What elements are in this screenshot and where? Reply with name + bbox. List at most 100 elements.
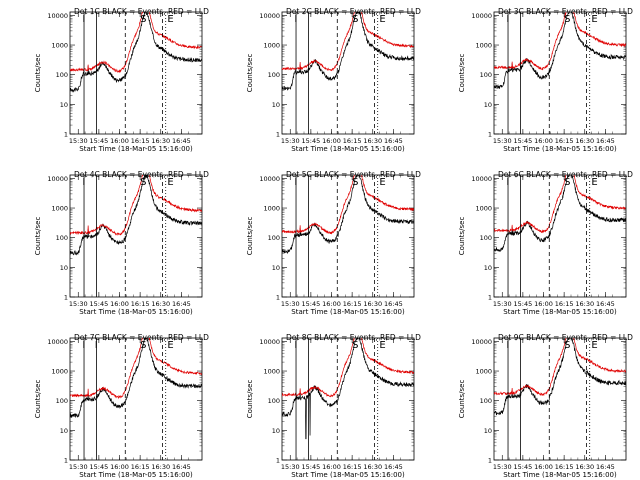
x-tick-label: 16:15 (343, 463, 362, 471)
events-series-line (282, 338, 414, 440)
interval-marker-letter: E (167, 340, 173, 351)
x-tick-label: 16:45 (172, 463, 191, 471)
x-tick-label: 16:00 (322, 463, 341, 471)
detector-panel-9: Det 9C BLACK = Events, RED = LLD 1 10 100 10… (458, 333, 633, 479)
plot-frame (69, 337, 203, 461)
y-axis-label: Counts/sec (34, 380, 42, 419)
interval-marker-letter: E (167, 177, 173, 188)
x-tick-label: 15:45 (302, 300, 321, 308)
events-series-line (494, 338, 626, 416)
x-tick-label: 16:00 (322, 300, 341, 308)
x-tick-label: 16:30 (575, 463, 594, 471)
x-tick-label: 16:00 (534, 137, 553, 145)
y-tick-label: 10 (484, 264, 492, 272)
lld-series-line (70, 12, 202, 74)
y-tick-label: 100 (268, 71, 280, 79)
y-tick-label: 1 (488, 457, 492, 465)
x-tick-label: 16:15 (555, 137, 574, 145)
interval-marker-letter: E (591, 340, 597, 351)
y-tick-label: 10000 (47, 175, 68, 183)
x-tick-label: 16:30 (575, 300, 594, 308)
x-tick-label: 15:30 (493, 300, 512, 308)
y-axis-label: Counts/sec (34, 54, 42, 93)
y-tick-label: 1 (64, 294, 68, 302)
detector-panel-3: Det 3C BLACK = Events, RED = LLD 1 10 100 10… (458, 7, 633, 153)
y-tick-label: 100 (480, 397, 492, 405)
y-tick-label: 10000 (471, 338, 492, 346)
events-series-line (70, 338, 202, 418)
x-tick-label: 16:15 (131, 463, 150, 471)
x-tick-label: 15:30 (281, 137, 300, 145)
x-tick-label: 16:00 (534, 300, 553, 308)
detector-panel-8: Det 8C BLACK = Events, RED = LLD 1 10 100 10… (246, 333, 421, 479)
y-tick-label: 10000 (47, 338, 68, 346)
x-tick-label: 16:45 (596, 463, 615, 471)
x-tick-label: 15:30 (281, 463, 300, 471)
lld-series-line (494, 12, 626, 71)
x-tick-label: 16:45 (384, 463, 403, 471)
plot-frame (281, 11, 415, 135)
y-tick-label: 10000 (471, 12, 492, 20)
detector-panel-4: Det 4C BLACK = Events, RED = LLD 1 10 100 10… (34, 170, 209, 316)
y-tick-label: 1000 (475, 205, 492, 213)
x-tick-label: 16:45 (172, 137, 191, 145)
plot-frame (493, 174, 627, 298)
x-tick-label: 16:30 (151, 300, 170, 308)
x-tick-label: 15:45 (90, 300, 109, 308)
plot-frame (69, 11, 203, 135)
y-tick-label: 10000 (259, 12, 280, 20)
interval-marker-letter: I (82, 340, 85, 351)
interval-marker-letter: I (294, 177, 297, 188)
interval-marker-letter: S (140, 14, 146, 25)
detector-panel-2: Det 2C BLACK = Events, RED = LLD 1 10 100 10… (246, 7, 421, 153)
x-tick-label: 16:00 (110, 137, 129, 145)
x-axis-label: Start Time (18-Mar-05 15:16:00) (503, 308, 617, 316)
y-tick-label: 10 (484, 101, 492, 109)
panel-title: Det 8C BLACK = Events, RED = LLD (286, 333, 421, 342)
x-axis-label: Start Time (18-Mar-05 15:16:00) (291, 145, 405, 153)
x-tick-label: 16:15 (131, 137, 150, 145)
panel-title: Det 9C BLACK = Events, RED = LLD (498, 333, 633, 342)
events-series-line (494, 12, 626, 89)
detector-panel-7: Det 7C BLACK = Events, RED = LLD 1 10 100 10… (34, 333, 209, 479)
x-tick-label: 16:45 (172, 300, 191, 308)
y-tick-label: 1000 (475, 42, 492, 50)
x-tick-label: 16:30 (575, 137, 594, 145)
x-tick-label: 15:30 (281, 300, 300, 308)
lld-series-line (494, 175, 626, 234)
plot-frame (281, 337, 415, 461)
x-tick-label: 15:30 (493, 137, 512, 145)
y-tick-label: 1 (64, 457, 68, 465)
detector-panel-5: Det 5C BLACK = Events, RED = LLD 1 10 100 10… (246, 170, 421, 316)
y-tick-label: 100 (480, 71, 492, 79)
x-tick-label: 16:15 (555, 300, 574, 308)
interval-marker-letter: I (95, 340, 98, 351)
x-axis-label: Start Time (18-Mar-05 15:16:00) (79, 308, 193, 316)
plot-frame (69, 174, 203, 298)
lld-series-line (70, 175, 202, 236)
x-axis-label: Start Time (18-Mar-05 15:16:00) (291, 308, 405, 316)
interval-marker-letter: E (379, 340, 385, 351)
interval-marker-letter: I (506, 340, 509, 351)
x-axis-label: Start Time (18-Mar-05 15:16:00) (503, 145, 617, 153)
y-tick-label: 1 (276, 457, 280, 465)
y-tick-label: 10000 (47, 12, 68, 20)
interval-marker-letter: E (167, 14, 173, 25)
plot-frame (493, 11, 627, 135)
x-axis-label: Start Time (18-Mar-05 15:16:00) (291, 471, 405, 479)
x-tick-label: 15:30 (69, 300, 88, 308)
y-tick-label: 1000 (51, 368, 68, 376)
x-tick-label: 16:45 (384, 300, 403, 308)
x-tick-label: 16:45 (596, 300, 615, 308)
plot-frame (281, 174, 415, 298)
x-tick-label: 16:00 (110, 463, 129, 471)
interval-marker-letter: E (591, 177, 597, 188)
events-series-line (282, 175, 414, 254)
y-tick-label: 100 (268, 397, 280, 405)
x-tick-label: 16:30 (151, 463, 170, 471)
y-tick-label: 1 (276, 131, 280, 139)
y-tick-label: 10 (272, 101, 280, 109)
interval-marker-letter: I (294, 340, 297, 351)
y-tick-label: 1000 (263, 42, 280, 50)
y-tick-label: 100 (56, 71, 68, 79)
